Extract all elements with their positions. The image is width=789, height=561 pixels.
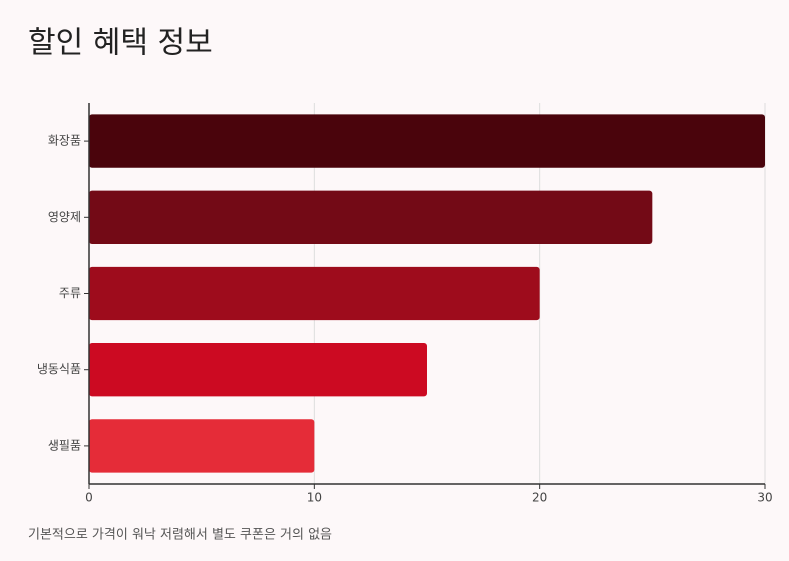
x-tick-label: 0 [85, 491, 93, 505]
bar [89, 343, 427, 397]
bar [89, 266, 540, 321]
y-tick-label: 냉동식품 [37, 362, 81, 376]
y-tick-label: 생필품 [48, 438, 81, 452]
bar [89, 190, 653, 244]
y-tick-label: 주류 [59, 286, 81, 300]
x-tick-label: 20 [532, 491, 547, 505]
y-tick-label: 영양제 [48, 210, 81, 224]
caption: 기본적으로 가격이 워낙 저렴해서 별도 쿠폰은 거의 없음 [28, 528, 332, 543]
x-tick-label: 30 [757, 491, 772, 505]
bar [89, 114, 765, 168]
chart-title: 할인 혜택 정보 [28, 26, 213, 61]
x-tick-label: 10 [307, 491, 322, 505]
bar [89, 419, 315, 473]
y-tick-label: 화장품 [48, 134, 81, 148]
